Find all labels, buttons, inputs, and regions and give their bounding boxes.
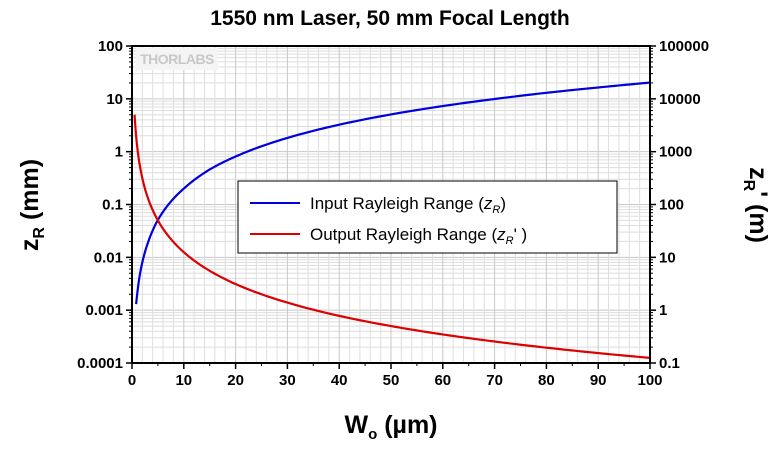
x-tick-label: 70: [486, 372, 503, 389]
chart-title: 1550 nm Laser, 50 mm Focal Length: [210, 7, 569, 30]
x-tick-label: 80: [538, 372, 555, 389]
right-tick-label: 1: [659, 302, 667, 319]
right-tick-label: 10000: [659, 91, 701, 108]
right-axis-title: zR' (m): [740, 167, 772, 243]
x-tick-label: 100: [637, 372, 662, 389]
series-line-output: [133, 114, 651, 359]
right-tick-label: 100000: [659, 38, 709, 55]
x-tick-label: 60: [434, 372, 451, 389]
x-axis-ticks: 0 10 20 30 40 50 60 70 80 90 100: [128, 363, 663, 389]
left-axis-title: zR (mm): [16, 159, 48, 251]
right-tick-label: 0.1: [659, 355, 680, 372]
left-tick-label: 0.01: [94, 249, 123, 266]
x-tick-label: 0: [128, 372, 136, 389]
x-tick-label: 90: [590, 372, 607, 389]
thorlabs-watermark: THORLABS: [136, 48, 218, 70]
legend: Input Rayleigh Range (zR) Output Rayleig…: [237, 180, 618, 254]
legend-label-output: Output Rayleigh Range (zR' ): [310, 225, 527, 247]
legend-label-input: Input Rayleigh Range (zR): [310, 194, 506, 216]
x-tick-label: 20: [227, 372, 244, 389]
x-tick-label: 30: [279, 372, 296, 389]
right-tick-label: 1000: [659, 144, 692, 161]
watermark-box: [136, 48, 218, 70]
left-tick-label: 0.1: [102, 197, 123, 214]
series-lines: [133, 81, 651, 359]
left-tick-label: 0.0001: [77, 355, 123, 372]
left-tick-label: 100: [98, 38, 123, 55]
right-tick-label: 100: [659, 197, 684, 214]
right-axis-ticks: 0.1 1 10 100 1000 10000 100000: [650, 38, 709, 372]
x-tick-label: 10: [175, 372, 192, 389]
x-axis-title: Wo (µm): [344, 411, 437, 443]
legend-box: [237, 180, 618, 254]
left-tick-label: 1: [115, 144, 123, 161]
left-tick-label: 0.001: [85, 302, 123, 319]
series-line-input: [135, 81, 651, 305]
left-axis-ticks: 0.0001 0.001 0.01 0.1 1 10 100: [77, 38, 132, 372]
left-tick-label: 10: [106, 91, 123, 108]
right-tick-label: 10: [659, 249, 676, 266]
x-tick-label: 50: [383, 372, 400, 389]
watermark-logo: THORLABS: [140, 51, 214, 67]
x-tick-label: 40: [331, 372, 348, 389]
